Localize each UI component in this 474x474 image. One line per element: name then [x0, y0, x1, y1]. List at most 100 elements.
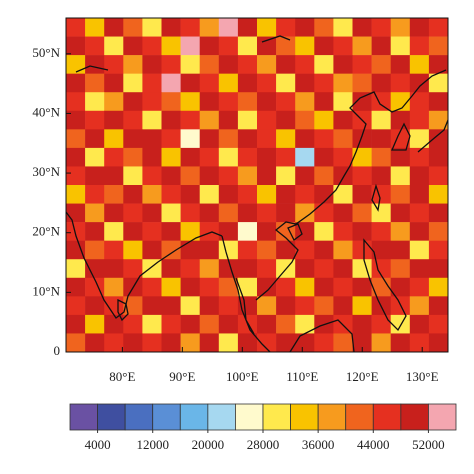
grid-cell	[66, 314, 86, 334]
grid-cell	[276, 129, 296, 149]
grid-cell	[85, 333, 105, 353]
grid-cell	[218, 259, 239, 279]
grid-cell	[428, 296, 449, 316]
grid-cell	[352, 36, 372, 56]
grid-cell	[428, 277, 449, 297]
grid-cell	[295, 296, 315, 316]
grid-cell	[409, 110, 430, 130]
grid-cell	[428, 333, 449, 353]
grid-cell	[390, 92, 411, 112]
grid-cell	[352, 18, 372, 37]
grid-cell	[123, 203, 143, 223]
grid-cell	[199, 185, 220, 204]
grid-cell	[371, 73, 391, 93]
grid-cell	[314, 259, 334, 279]
coastline-sri-lanka	[117, 298, 129, 322]
x-tick-label: 120°E	[346, 369, 379, 384]
grid-cell	[66, 333, 86, 353]
grid-cell	[409, 314, 430, 334]
grid-cell	[409, 129, 430, 149]
grid-cell	[218, 147, 239, 167]
grid-cell	[85, 185, 105, 204]
grid-cell	[142, 55, 162, 74]
grid-cell	[371, 203, 391, 223]
grid-cell	[314, 129, 334, 149]
grid-cell	[104, 259, 124, 279]
grid-cell	[180, 92, 200, 112]
grid-cell	[409, 18, 430, 37]
grid-cell	[257, 185, 277, 204]
grid-cell	[237, 277, 258, 297]
grid-cell	[428, 147, 449, 167]
grid-cell	[333, 333, 353, 353]
grid-cell	[333, 296, 353, 316]
colorbar-box	[428, 403, 457, 431]
grid-cell	[428, 240, 449, 260]
grid-cell	[104, 92, 124, 112]
grid-cell	[142, 185, 162, 204]
grid-cell	[180, 166, 200, 186]
grid-cell	[104, 110, 124, 130]
grid-cell	[104, 147, 124, 167]
grid-cell	[333, 203, 353, 223]
grid-cell	[352, 185, 372, 204]
grid-cell	[333, 92, 353, 112]
grid-cell	[161, 203, 181, 223]
grid-cell	[428, 92, 449, 112]
grid-cell	[161, 129, 181, 149]
grid-cell	[314, 203, 334, 223]
grid-cell	[142, 314, 162, 334]
grid-cell	[161, 314, 181, 334]
grid-cell	[352, 147, 372, 167]
grid-cell	[66, 240, 86, 260]
grid-cell	[314, 296, 334, 316]
x-tick-label: 80°E	[109, 369, 135, 384]
grid-cell	[390, 203, 411, 223]
grid-cell	[104, 277, 124, 297]
grid-cell	[371, 36, 391, 56]
x-tick-label: 100°E	[226, 369, 259, 384]
colorbar-box	[235, 403, 264, 431]
grid-cell	[199, 129, 220, 149]
grid-cell	[409, 259, 430, 279]
grid-cell	[428, 18, 449, 37]
grid-cell	[333, 73, 353, 93]
grid-cell	[371, 110, 391, 130]
grid-cell	[142, 73, 162, 93]
grid-cell	[276, 36, 296, 56]
grid-cell	[390, 147, 411, 167]
grid-cell	[85, 203, 105, 223]
grid-cell	[276, 277, 296, 297]
grid-cell	[161, 222, 181, 241]
grid-cell	[257, 92, 277, 112]
grid-cell	[161, 92, 181, 112]
grid-cell	[428, 185, 449, 204]
grid-cell	[314, 185, 334, 204]
grid-cell	[428, 203, 449, 223]
colorbar-box	[290, 403, 319, 431]
grid-cell	[237, 259, 258, 279]
grid-cell	[142, 277, 162, 297]
grid-cell	[409, 203, 430, 223]
grid-cell	[409, 185, 430, 204]
grid-cell	[123, 314, 143, 334]
y-tick-label: 0	[54, 343, 61, 358]
grid-cell	[66, 129, 86, 149]
grid-cell	[123, 259, 143, 279]
colorbar-tick-label: 20000	[192, 437, 225, 452]
grid-cell	[390, 333, 411, 353]
grid-cell	[142, 296, 162, 316]
grid-cell	[371, 314, 391, 334]
grid-cell	[295, 129, 315, 149]
grid-cell	[123, 147, 143, 167]
y-tick-label: 40°N	[32, 104, 60, 119]
grid-cell	[276, 203, 296, 223]
grid-cell	[66, 259, 86, 279]
grid-cell	[237, 147, 258, 167]
grid-cell	[85, 277, 105, 297]
grid-cell	[371, 18, 391, 37]
grid-cell	[295, 185, 315, 204]
grid-cell	[390, 36, 411, 56]
grid-cell	[295, 166, 315, 186]
grid-cell	[180, 18, 200, 37]
